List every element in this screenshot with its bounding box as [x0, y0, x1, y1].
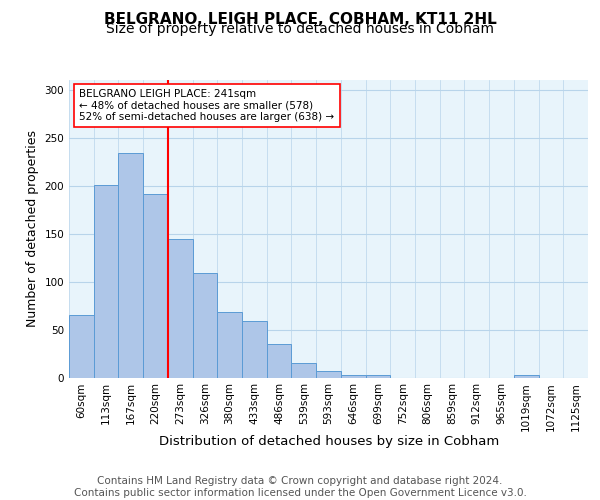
Bar [242, 321, 267, 378]
Text: Size of property relative to detached houses in Cobham: Size of property relative to detached ho… [106, 22, 494, 36]
Text: Distribution of detached houses by size in Cobham: Distribution of detached houses by size … [158, 435, 499, 448]
Bar [193, 273, 217, 378]
Text: BELGRANO LEIGH PLACE: 241sqm
← 48% of detached houses are smaller (578)
52% of s: BELGRANO LEIGH PLACE: 241sqm ← 48% of de… [79, 89, 335, 122]
Y-axis label: Number of detached properties: Number of detached properties [26, 130, 39, 327]
Bar [341, 374, 365, 378]
Bar [217, 312, 242, 378]
Bar [267, 344, 292, 378]
Bar [143, 194, 168, 378]
Bar [365, 374, 390, 378]
Bar [118, 153, 143, 378]
Bar [514, 374, 539, 378]
Bar [94, 184, 118, 378]
Bar [316, 371, 341, 378]
Bar [168, 240, 193, 378]
Bar [69, 315, 94, 378]
Bar [292, 363, 316, 378]
Text: BELGRANO, LEIGH PLACE, COBHAM, KT11 2HL: BELGRANO, LEIGH PLACE, COBHAM, KT11 2HL [104, 12, 496, 28]
Text: Contains HM Land Registry data © Crown copyright and database right 2024.
Contai: Contains HM Land Registry data © Crown c… [74, 476, 526, 498]
